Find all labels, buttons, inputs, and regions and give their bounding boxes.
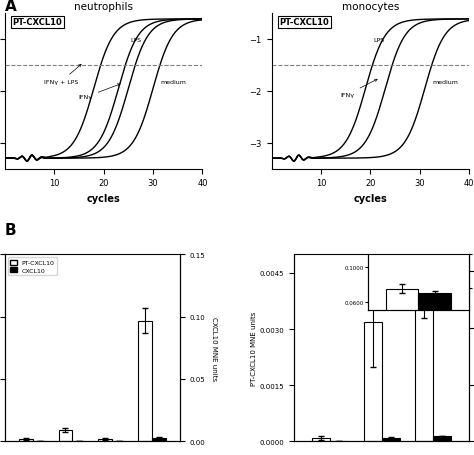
- Bar: [58, 430, 73, 441]
- Text: PT-CXCL10: PT-CXCL10: [280, 18, 329, 27]
- Bar: [415, 273, 433, 441]
- Bar: [364, 322, 382, 441]
- Text: medium: medium: [432, 80, 458, 85]
- Y-axis label: CXCL10 MNE units: CXCL10 MNE units: [210, 316, 217, 380]
- Bar: [99, 439, 112, 441]
- Text: IFNγ: IFNγ: [79, 85, 120, 100]
- X-axis label: cycles: cycles: [354, 193, 387, 203]
- Bar: [382, 438, 400, 441]
- Text: IFNγ: IFNγ: [341, 80, 377, 97]
- Title: neutrophils: neutrophils: [74, 1, 133, 11]
- Bar: [18, 439, 33, 441]
- Text: A: A: [5, 0, 17, 15]
- Text: B: B: [5, 222, 17, 238]
- Bar: [312, 438, 330, 441]
- Bar: [152, 438, 166, 441]
- Title: monocytes: monocytes: [342, 1, 399, 11]
- Text: LPS: LPS: [373, 38, 384, 43]
- X-axis label: cycles: cycles: [87, 193, 120, 203]
- Text: IFNγ + LPS: IFNγ + LPS: [44, 65, 81, 85]
- Bar: [433, 436, 451, 441]
- Text: medium: medium: [160, 80, 186, 85]
- Text: LPS: LPS: [131, 38, 142, 43]
- Legend: PT-CXCL10, CXCL10: PT-CXCL10, CXCL10: [8, 258, 57, 276]
- Y-axis label: PT-CXCL10 MNE units: PT-CXCL10 MNE units: [251, 311, 257, 385]
- Text: PT-CXCL10: PT-CXCL10: [13, 18, 63, 27]
- Bar: [138, 321, 152, 441]
